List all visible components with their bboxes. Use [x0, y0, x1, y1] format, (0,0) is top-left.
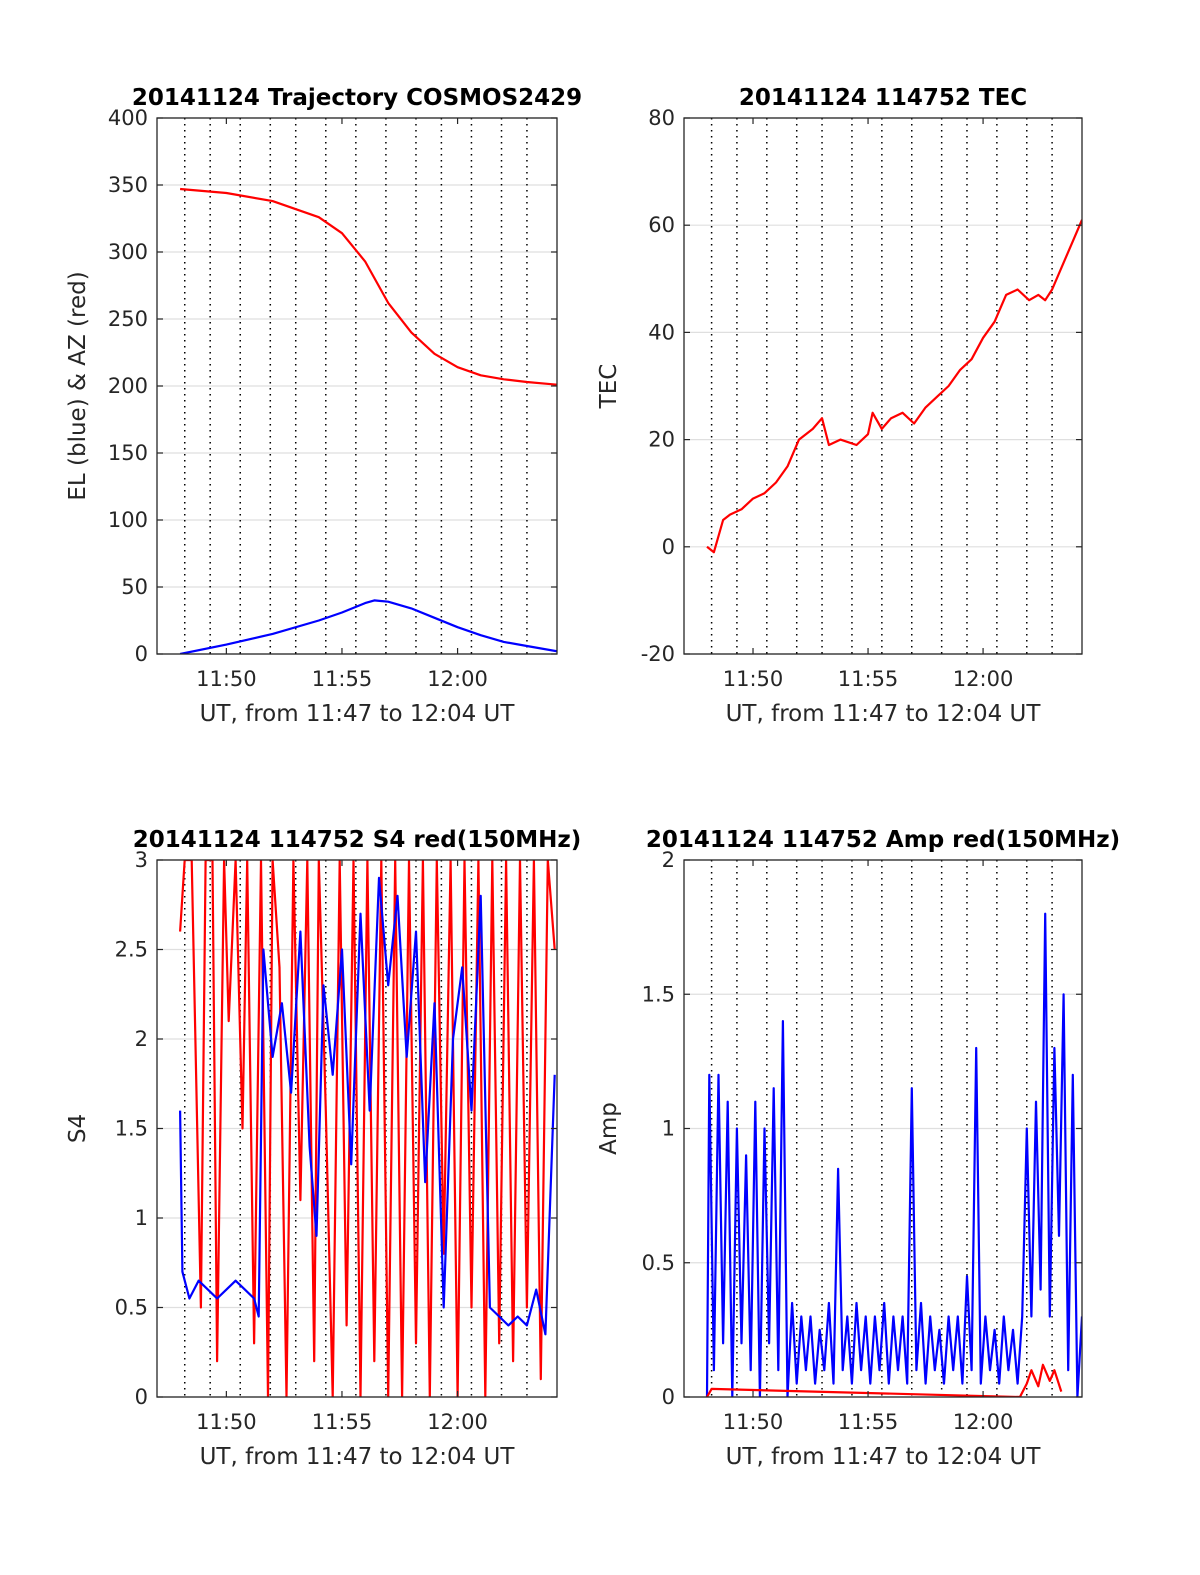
- series-line-2: [179, 599, 557, 654]
- x-tick-label: 11:50: [196, 1410, 257, 1434]
- x-tick-label: 11:55: [838, 667, 899, 691]
- y-axis-label: EL (blue) & AZ (red): [65, 271, 91, 500]
- series-line-2: [179, 876, 556, 1336]
- chart-title: 20141124 114752 Amp red(150MHz): [646, 827, 1120, 853]
- chart-title: 20141124 114752 S4 red(150MHz): [133, 827, 582, 853]
- x-tick-label: 11:55: [312, 667, 373, 691]
- y-tick-label: 2: [662, 848, 675, 872]
- y-tick-label: 1.5: [115, 1117, 148, 1141]
- y-tick-label: 1: [135, 1206, 148, 1230]
- y-axis-label: Amp: [596, 1102, 622, 1155]
- y-tick-label: 0: [135, 1385, 148, 1409]
- x-axis-label: UT, from 11:47 to 12:04 UT: [200, 1444, 516, 1470]
- y-tick-label: 0: [135, 642, 148, 666]
- y-tick-label: 150: [108, 441, 148, 465]
- y-tick-label: 60: [648, 213, 675, 237]
- y-tick-label: 300: [108, 240, 148, 264]
- series-line-1: [179, 860, 556, 1397]
- chart-title: 20141124 114752 TEC: [739, 85, 1027, 111]
- y-tick-label: 0.5: [642, 1251, 675, 1275]
- y-axis-label: TEC: [596, 364, 622, 410]
- chart-panel-2: -20 0 20 40 60 80 11:50 11:55 12:00 20141124 1147…: [596, 85, 1083, 727]
- x-axis-label: UT, from 11:47 to 12:04 UT: [726, 701, 1042, 727]
- y-tick-label: 0: [662, 535, 675, 559]
- x-axis-label: UT, from 11:47 to 12:04 UT: [200, 701, 516, 727]
- x-tick-label: 11:55: [312, 1410, 373, 1434]
- x-tick-label: 12:00: [953, 667, 1014, 691]
- chart-panel-3: 0 0.5 1 1.5 2 2.5 3 11:50 11:55 12:00 20141124 114…: [65, 827, 581, 1470]
- y-tick-label: 350: [108, 173, 148, 197]
- chart-panel-1: 0 50 100 150 200 250 300 350 400 11:50 11:55 12:00 2…: [65, 85, 582, 727]
- chart-title: 20141124 Trajectory COSMOS2429: [132, 85, 582, 111]
- x-tick-label: 11:55: [838, 1410, 899, 1434]
- series-line-1: [706, 219, 1082, 554]
- x-axis-label: UT, from 11:47 to 12:04 UT: [726, 1444, 1042, 1470]
- y-tick-label: 0.5: [115, 1296, 148, 1320]
- x-tick-label: 11:50: [196, 667, 257, 691]
- y-tick-label: 3: [135, 848, 148, 872]
- x-tick-label: 12:00: [427, 667, 488, 691]
- y-tick-label: 0: [662, 1385, 675, 1409]
- x-tick-label: 11:50: [723, 1410, 784, 1434]
- y-tick-label: 400: [108, 106, 148, 130]
- y-tick-label: 1: [662, 1117, 675, 1141]
- x-tick-label: 12:00: [953, 1410, 1014, 1434]
- x-tick-label: 12:00: [427, 1410, 488, 1434]
- y-tick-label: 1.5: [642, 982, 675, 1006]
- y-tick-label: -20: [641, 642, 675, 666]
- y-tick-label: 40: [648, 320, 675, 344]
- y-axis-label: S4: [65, 1114, 91, 1143]
- series-line-2: [706, 1363, 1063, 1397]
- y-tick-label: 200: [108, 374, 148, 398]
- y-tick-label: 250: [108, 307, 148, 331]
- y-tick-label: 100: [108, 508, 148, 532]
- y-tick-label: 2.5: [115, 938, 148, 962]
- series-line-1: [705, 912, 1082, 1397]
- y-tick-label: 50: [121, 575, 148, 599]
- y-tick-label: 20: [648, 428, 675, 452]
- chart-panel-4: 0 0.5 1 1.5 2 11:50 11:55 12:00 20141124 114752 …: [596, 827, 1120, 1470]
- y-tick-label: 80: [648, 106, 675, 130]
- y-tick-label: 2: [135, 1027, 148, 1051]
- x-tick-label: 11:50: [723, 667, 784, 691]
- axes-box: [683, 117, 1083, 655]
- series-line-1: [180, 187, 557, 386]
